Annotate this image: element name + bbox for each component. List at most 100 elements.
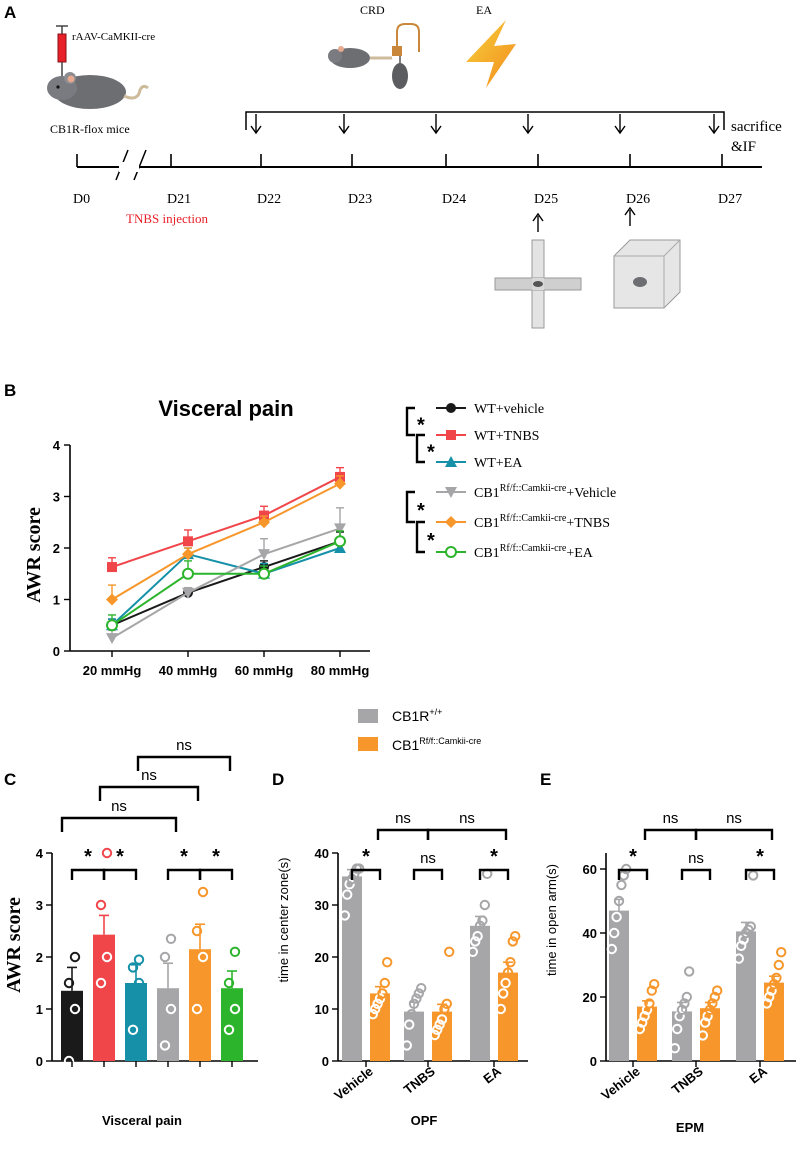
y-tick-label: 0 bbox=[36, 1054, 43, 1069]
data-point bbox=[712, 985, 723, 996]
arrow-down-head bbox=[430, 125, 442, 135]
data-point bbox=[182, 567, 194, 580]
open-field-box-icon bbox=[613, 239, 681, 309]
data-point bbox=[634, 1023, 645, 1035]
bar-group bbox=[606, 863, 632, 1061]
legend-swatch-cko bbox=[358, 737, 378, 751]
data-point bbox=[736, 940, 747, 951]
data-point bbox=[258, 567, 270, 580]
legend-marker bbox=[445, 456, 457, 467]
day-label: D23 bbox=[348, 192, 372, 207]
data-point bbox=[342, 889, 353, 900]
series-line bbox=[111, 540, 341, 627]
data-point bbox=[334, 542, 346, 553]
chart-e-ylabel: time in open arm(s) bbox=[544, 864, 559, 976]
data-point bbox=[429, 1029, 440, 1041]
data-point bbox=[69, 951, 81, 963]
data-point bbox=[681, 991, 692, 1003]
arrow-down-icon bbox=[250, 114, 262, 135]
sig-ns: ns bbox=[141, 767, 157, 784]
sig-star: * bbox=[490, 846, 498, 868]
y-tick-label: 3 bbox=[36, 898, 43, 913]
sig-bracket bbox=[405, 490, 415, 524]
data-point bbox=[107, 562, 117, 573]
data-point bbox=[467, 946, 478, 957]
sig-star: * bbox=[84, 846, 92, 868]
data-point bbox=[700, 1017, 711, 1028]
y-tick-label: 20 bbox=[315, 950, 329, 965]
data-point bbox=[413, 988, 424, 999]
day-label: D24 bbox=[442, 192, 466, 207]
bar-group bbox=[761, 947, 787, 1061]
legend-swatch-wt bbox=[358, 709, 378, 723]
data-point bbox=[197, 886, 209, 898]
sig-star: * bbox=[427, 442, 435, 464]
chart-c-xlabel: Visceral pain bbox=[102, 1113, 182, 1128]
series-line bbox=[111, 476, 341, 569]
crd-mouse-icon bbox=[328, 23, 420, 89]
bar-group bbox=[697, 985, 723, 1061]
data-point bbox=[408, 998, 420, 1009]
day-label: D22 bbox=[257, 192, 281, 207]
arrow-down-icon bbox=[522, 114, 534, 135]
bar bbox=[221, 988, 243, 1061]
day-label: D21 bbox=[167, 192, 191, 207]
y-tick-label: 30 bbox=[315, 898, 329, 913]
data-point bbox=[436, 1014, 448, 1025]
data-point bbox=[502, 967, 514, 978]
x-tick-label: 80 mmHg bbox=[311, 663, 370, 678]
sig-ns: ns bbox=[663, 810, 679, 827]
data-point bbox=[159, 951, 171, 963]
x-tick-label: Vehicle bbox=[598, 1064, 643, 1103]
data-point bbox=[704, 1004, 716, 1015]
bar bbox=[609, 910, 629, 1061]
data-point bbox=[69, 1003, 81, 1015]
bar bbox=[125, 983, 147, 1061]
x-tick-label: 60 mmHg bbox=[235, 663, 294, 678]
data-point bbox=[63, 1055, 75, 1067]
comparison-bracket bbox=[412, 868, 444, 880]
data-point bbox=[165, 1003, 177, 1015]
data-point bbox=[639, 1011, 650, 1022]
data-point bbox=[434, 1019, 445, 1030]
bar bbox=[93, 934, 115, 1061]
comparison-bracket bbox=[376, 828, 430, 840]
data-point bbox=[439, 1003, 450, 1015]
data-point bbox=[773, 959, 784, 971]
data-point bbox=[411, 993, 422, 1004]
data-point bbox=[382, 957, 393, 968]
day-label: D25 bbox=[534, 192, 558, 207]
sig-bracket bbox=[415, 520, 425, 554]
comparison-bracket bbox=[198, 868, 234, 880]
data-point bbox=[258, 516, 270, 529]
day-label: D26 bbox=[626, 192, 650, 207]
arrow-down-head bbox=[522, 125, 534, 135]
panel-label-e: E bbox=[540, 770, 551, 789]
data-point bbox=[183, 536, 193, 547]
x-tick-label: TNBS bbox=[401, 1063, 438, 1097]
data-point bbox=[165, 933, 177, 944]
legend-item: CB1Rf/f::Camkii-cre+EA bbox=[436, 543, 594, 561]
legend-label: WT+EA bbox=[474, 456, 523, 471]
y-tick-label: 40 bbox=[315, 846, 329, 861]
data-point bbox=[372, 998, 383, 1009]
bar-group bbox=[221, 946, 243, 1067]
mouse-label: CB1R-flox mice bbox=[50, 122, 130, 136]
y-tick-label: 0 bbox=[53, 644, 60, 659]
sig-ns: ns bbox=[688, 850, 704, 867]
comparison-bracket bbox=[617, 868, 649, 880]
arrow-down-icon bbox=[430, 114, 442, 135]
data-point bbox=[159, 1040, 171, 1051]
arrow-up-d25-icon bbox=[532, 212, 544, 232]
comparison-bracket bbox=[478, 868, 510, 880]
data-point bbox=[258, 549, 270, 561]
arrow-down-head bbox=[614, 125, 626, 135]
y-tick-label: 40 bbox=[583, 926, 597, 941]
arrow-up-d26-icon bbox=[624, 206, 636, 226]
data-point bbox=[404, 1019, 415, 1030]
series-line bbox=[111, 527, 341, 639]
sig-star: * bbox=[756, 846, 764, 868]
series-line bbox=[111, 540, 341, 627]
data-point bbox=[374, 993, 386, 1004]
